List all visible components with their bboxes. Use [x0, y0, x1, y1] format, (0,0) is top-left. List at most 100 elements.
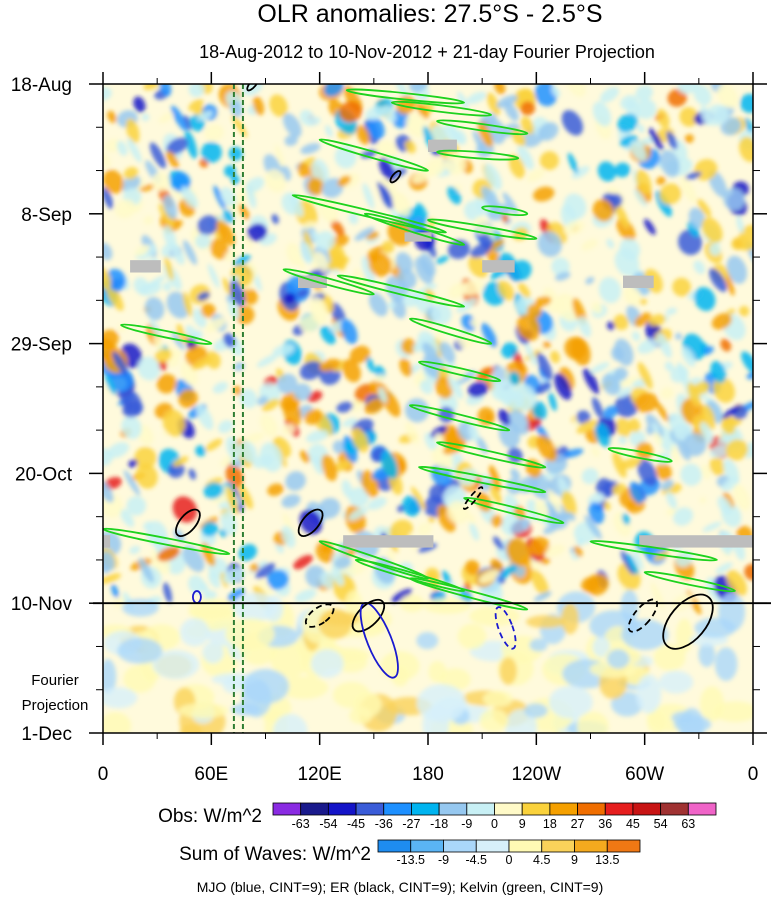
- obs-colorbar-level-label: -18: [430, 817, 448, 831]
- anomaly-blob: [129, 545, 141, 554]
- x-tick-label: 0: [748, 764, 759, 785]
- anomaly-blob: [205, 438, 223, 452]
- er-contour: [304, 603, 335, 628]
- anomaly-blob: [216, 220, 235, 246]
- anomaly-blob: [154, 348, 172, 363]
- anomaly-blob: [491, 379, 515, 401]
- anomaly-blob: [293, 383, 312, 401]
- anomaly-blob: [149, 319, 161, 336]
- anomaly-blob: [632, 548, 644, 571]
- anomaly-blob: [218, 420, 234, 434]
- projection-blob: [353, 692, 382, 718]
- anomaly-blob: [467, 512, 476, 525]
- anomaly-blob: [299, 109, 315, 126]
- anomaly-blob: [477, 121, 493, 147]
- anomaly-blob: [456, 297, 477, 313]
- anomaly-blob: [591, 397, 604, 419]
- anomaly-blob: [715, 562, 733, 574]
- anomaly-blob: [717, 84, 739, 109]
- anomaly-blob: [481, 186, 500, 211]
- anomaly-blob: [422, 342, 440, 365]
- anomaly-blob: [318, 497, 341, 519]
- anomaly-blob: [276, 373, 298, 394]
- anomaly-blob: [246, 185, 257, 209]
- anomaly-blob: [614, 338, 634, 366]
- anomaly-blob: [498, 409, 511, 426]
- anomaly-blob: [648, 314, 666, 327]
- anomaly-blob: [377, 181, 393, 207]
- kelvin-contour: [390, 100, 493, 117]
- anomaly-blob: [603, 405, 618, 419]
- anomaly-blob: [578, 316, 592, 337]
- anomaly-blob: [677, 440, 691, 461]
- wave-contours: [103, 84, 736, 679]
- anomaly-blob: [127, 137, 142, 163]
- waves-colorbar-swatch: [377, 839, 412, 853]
- obs-colorbar-swatch: [466, 802, 495, 816]
- projection-blob: [222, 676, 243, 694]
- anomaly-blob: [643, 218, 656, 235]
- obs-colorbar-swatch: [438, 802, 468, 816]
- anomaly-blob: [721, 415, 736, 435]
- y-tick-label: 8-Sep: [21, 205, 72, 226]
- anomaly-blob: [659, 183, 682, 205]
- kelvin-contour: [436, 441, 547, 469]
- projection-blob: [264, 595, 284, 623]
- anomaly-blob: [349, 400, 363, 413]
- anomaly-blob: [611, 483, 627, 495]
- anomaly-blob: [304, 409, 323, 425]
- anomaly-blob: [167, 461, 185, 479]
- anomaly-blob: [319, 358, 341, 372]
- anomaly-blob: [103, 448, 113, 466]
- anomaly-blob: [590, 362, 610, 374]
- anomaly-blob: [415, 203, 428, 224]
- anomaly-blob: [107, 110, 117, 123]
- projection-blob: [380, 651, 420, 681]
- anomaly-blob: [162, 409, 186, 437]
- projection-blob: [103, 659, 117, 695]
- projection-blob: [479, 708, 509, 733]
- anomaly-blob: [720, 117, 742, 136]
- y-tick-label: 29-Sep: [11, 335, 72, 356]
- anomaly-blob: [697, 198, 712, 218]
- anomaly-blob: [171, 331, 185, 351]
- anomaly-blob: [103, 242, 113, 261]
- anomaly-blob: [226, 486, 239, 515]
- anomaly-blob: [677, 361, 690, 391]
- anomaly-blob: [103, 152, 112, 169]
- projection-blob: [524, 703, 548, 718]
- anomaly-blob: [671, 444, 680, 465]
- chart-title: OLR anomalies: 27.5°S - 2.5°S: [257, 0, 602, 28]
- anomaly-blob: [629, 482, 644, 504]
- anomaly-blob: [536, 352, 553, 380]
- anomaly-blob: [158, 112, 174, 124]
- anomaly-blob: [524, 418, 542, 432]
- anomaly-blob: [367, 116, 385, 140]
- anomaly-blob: [201, 303, 216, 318]
- projection-blob: [117, 637, 163, 664]
- anomaly-blob: [103, 169, 124, 194]
- obs-colorbar-level-label: -54: [319, 817, 337, 831]
- anomaly-blob: [112, 351, 128, 375]
- waves-colorbar-level-label: 13.5: [595, 853, 619, 867]
- anomaly-blob: [430, 425, 448, 438]
- er-contour: [175, 508, 201, 537]
- anomaly-blob: [220, 511, 237, 536]
- anomaly-blob: [259, 413, 278, 438]
- anomaly-blob: [428, 516, 435, 523]
- anomaly-blob: [368, 292, 388, 317]
- anomaly-blob: [134, 446, 157, 469]
- anomaly-blob: [133, 277, 149, 295]
- projection-blob: [318, 608, 353, 639]
- projection-blob: [698, 641, 716, 668]
- anomaly-blob: [234, 325, 243, 338]
- obs-colorbar-level-label: 54: [654, 817, 668, 831]
- anomaly-blob: [488, 239, 505, 250]
- anomaly-blob: [374, 374, 385, 383]
- obs-colorbar-swatch: [300, 802, 329, 816]
- anomaly-blob: [133, 96, 146, 113]
- projection-blob: [636, 674, 662, 714]
- anomaly-blob: [212, 381, 228, 394]
- anomaly-blob: [283, 292, 296, 304]
- anomaly-blob: [364, 398, 385, 415]
